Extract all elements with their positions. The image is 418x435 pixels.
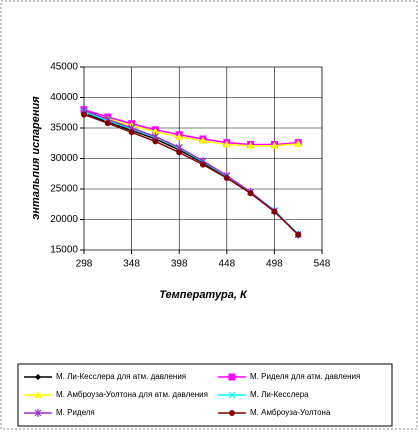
y-tick-label: 45000	[50, 62, 78, 73]
legend-label: М. Амброуза-Уолтона	[250, 408, 331, 417]
x-tick-label: 548	[314, 259, 331, 270]
marker	[228, 391, 236, 399]
marker	[35, 374, 41, 380]
marker	[152, 138, 159, 145]
x-tick-label: 398	[171, 259, 188, 270]
y-axis-label: энтальпия испарения	[30, 96, 42, 220]
series-line	[83, 111, 299, 147]
x-tick-label: 448	[218, 259, 235, 270]
marker	[176, 149, 183, 156]
x-tick-label: 348	[123, 259, 140, 270]
legend-label: М. Ли-Кесслера	[250, 390, 309, 399]
marker	[199, 136, 207, 144]
y-tick-label: 25000	[50, 184, 78, 195]
marker	[246, 141, 255, 149]
marker	[229, 410, 235, 416]
marker	[151, 127, 160, 135]
marker	[34, 409, 42, 417]
y-tick-label: 15000	[50, 245, 78, 256]
marker	[223, 175, 230, 182]
y-tick-label: 20000	[50, 214, 78, 225]
series-line	[83, 113, 299, 236]
legend-label: М. Ли-Кесслера для атм. давления	[56, 372, 186, 381]
marker	[270, 141, 279, 149]
y-tick-label: 35000	[50, 123, 78, 134]
marker	[81, 111, 87, 118]
legend-label: М. Риделя для атм. давления	[250, 372, 360, 381]
marker	[175, 133, 184, 141]
legend-label: М. Амброуза-Уолтона для атм. давления	[56, 390, 208, 399]
series-line	[83, 108, 299, 146]
legend-label: М. Риделя	[56, 408, 95, 417]
marker	[104, 120, 111, 127]
legend	[17, 363, 393, 427]
y-tick-label: 30000	[50, 153, 78, 164]
marker	[34, 391, 42, 398]
marker	[200, 161, 206, 168]
x-axis-label: Температура, К	[159, 289, 248, 301]
x-tick-label: 298	[76, 259, 93, 270]
marker	[271, 208, 278, 215]
x-tick-label: 498	[266, 259, 283, 270]
marker	[247, 190, 254, 197]
marker	[128, 129, 135, 136]
y-tick-label: 40000	[50, 92, 78, 103]
marker	[294, 139, 303, 147]
marker	[228, 373, 236, 381]
marker	[222, 140, 231, 148]
marker	[295, 231, 302, 238]
